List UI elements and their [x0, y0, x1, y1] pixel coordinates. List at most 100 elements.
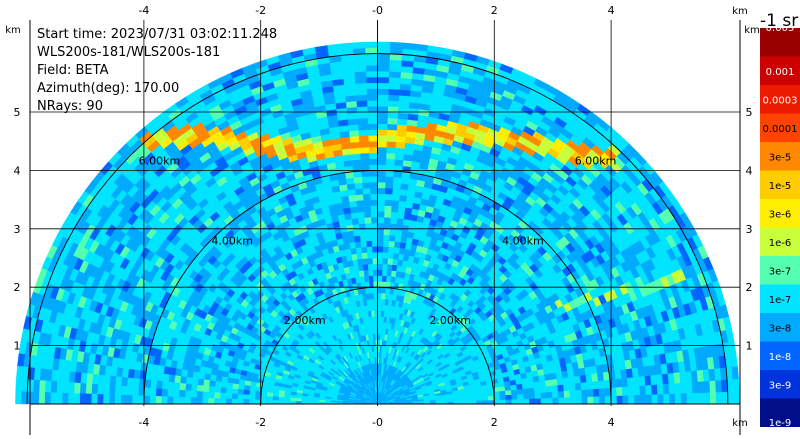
radar-cell — [582, 397, 588, 404]
radar-cell — [347, 183, 355, 190]
radar-cell — [732, 366, 739, 379]
radar-cell — [506, 399, 512, 404]
radar-cell — [393, 247, 399, 253]
radar-cell — [552, 385, 558, 392]
radar-cell — [399, 89, 410, 96]
radar-cell — [399, 95, 410, 102]
radar-cell — [721, 380, 727, 392]
radar-cell — [378, 48, 390, 54]
radar-cell — [364, 217, 371, 223]
radar-cell — [378, 281, 382, 287]
radar-cell — [357, 212, 364, 218]
radar-cell — [378, 141, 387, 147]
radar-cell — [385, 176, 393, 182]
radar-cell — [378, 112, 388, 118]
radar-cell — [348, 195, 356, 202]
radar-cell — [383, 252, 388, 258]
radar-cell — [371, 211, 378, 217]
radar-cell — [529, 393, 535, 399]
radar-cell — [391, 206, 398, 212]
radar-cell — [378, 235, 384, 241]
radar-cell — [362, 253, 368, 259]
radar-cell — [386, 141, 395, 147]
radar-cell — [386, 147, 395, 153]
radar-cell — [355, 188, 363, 194]
radar-cell — [353, 230, 360, 237]
radar-cell — [483, 400, 489, 404]
radar-cell — [391, 212, 398, 218]
radar-cell — [355, 241, 361, 247]
radar-cell — [392, 194, 400, 200]
radar-cell — [574, 376, 581, 384]
radar-cell — [650, 375, 657, 385]
radar-cell — [356, 95, 367, 101]
radar-cell — [384, 299, 388, 305]
radar-cell — [350, 142, 360, 149]
radar-cell — [372, 246, 378, 252]
radar-cell — [396, 130, 406, 137]
radar-cell — [368, 118, 378, 124]
radar-cell — [378, 316, 381, 322]
radar-cell — [367, 94, 378, 100]
radar-cell — [591, 373, 598, 381]
radar-cell — [384, 223, 391, 229]
radar-cell — [363, 200, 370, 206]
radar-cell — [415, 44, 428, 51]
radar-cell — [387, 124, 397, 130]
radar-cell — [382, 270, 387, 276]
radar-cell — [364, 276, 369, 282]
radar-cell — [391, 270, 396, 276]
radar-cell — [378, 240, 384, 246]
radar-cell — [374, 305, 377, 311]
radar-cell — [384, 211, 391, 217]
radar-cell — [622, 386, 628, 395]
radar-cell — [390, 54, 402, 60]
radar-cell — [382, 258, 387, 264]
radar-cell — [353, 54, 365, 60]
radar-cell — [734, 391, 740, 404]
radar-cell — [369, 159, 378, 165]
radar-cell — [373, 281, 377, 287]
radar-cell — [652, 394, 658, 404]
radar-cell — [380, 334, 383, 340]
radar-cell — [372, 240, 378, 246]
radar-cell — [505, 390, 511, 395]
radar-cell — [730, 354, 737, 367]
radar-cell — [365, 223, 372, 229]
radar-cell — [592, 381, 598, 389]
radar-cell — [365, 54, 377, 60]
radar-cell — [675, 383, 681, 394]
radar-cell — [382, 264, 387, 270]
radar-cell — [401, 231, 408, 238]
radar-cell — [385, 182, 393, 188]
radar-cell — [378, 252, 383, 258]
radar-cell — [517, 394, 523, 399]
radar-cell — [563, 377, 570, 384]
radar-cell — [359, 136, 369, 142]
radar-cell — [371, 217, 378, 223]
radar-cell — [368, 124, 378, 130]
radar-cell — [380, 322, 383, 328]
radar-cell — [374, 316, 377, 322]
radar-cell — [599, 396, 605, 404]
radar-cell — [633, 377, 640, 387]
radar-cell — [382, 276, 387, 282]
radar-cell — [357, 112, 367, 118]
radar-cell — [381, 287, 385, 293]
radar-cell — [541, 392, 547, 398]
radar-cell — [384, 311, 388, 317]
radar-cell — [367, 100, 378, 106]
radar-cell — [681, 393, 687, 404]
radar-cell — [370, 182, 378, 188]
radar-cell — [471, 397, 477, 401]
radar-cell — [545, 380, 552, 387]
radar-cell — [371, 223, 377, 229]
radar-cell — [399, 248, 405, 255]
radar-cell — [389, 71, 401, 77]
radar-cell — [355, 77, 367, 83]
radar-cell — [471, 401, 477, 404]
radar-cell — [393, 183, 401, 189]
radar-cell — [378, 83, 389, 89]
radar-cell — [699, 393, 705, 404]
radar-cell — [368, 141, 377, 147]
